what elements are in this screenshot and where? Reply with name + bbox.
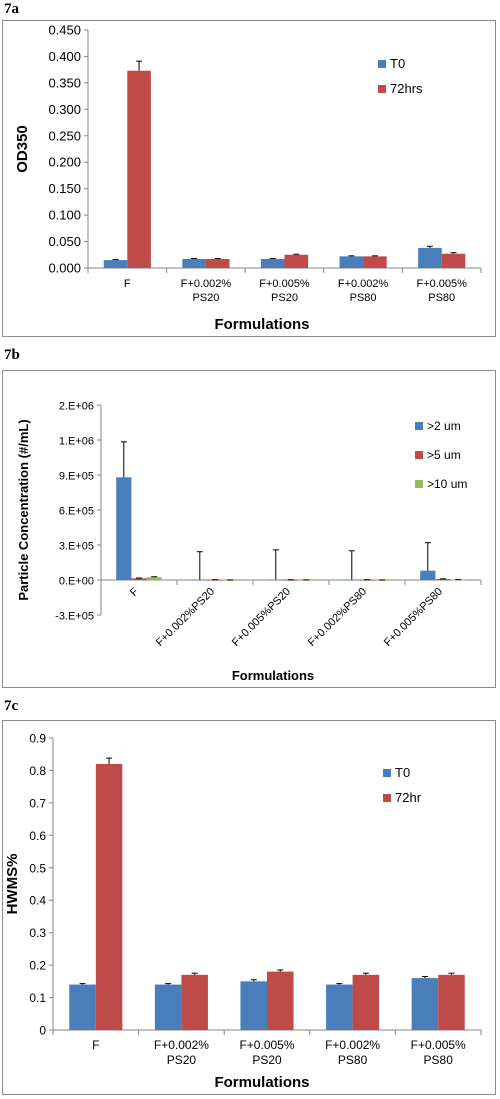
chart-b-legend-label: >5 um (427, 448, 461, 462)
chart-a-y-tick-label: 0.000 (48, 261, 81, 276)
chart-b-legend-label: >2 um (427, 419, 461, 433)
chart-b-legend-label: >10 um (427, 477, 467, 491)
chart-b-y-tick-label: -3.E+05 (55, 611, 94, 623)
chart-c-bar (181, 974, 208, 1030)
chart-b-bar (268, 579, 284, 581)
chart-b-y-tick-label: 2.E+06 (59, 401, 94, 413)
chart-b-bar (146, 577, 162, 580)
chart-c-bar (267, 971, 294, 1030)
chart-a-y-tick-label: 0.100 (48, 208, 81, 223)
chart-b-bar (116, 477, 132, 580)
chart-a-bar (103, 260, 128, 268)
panel-label-a: 7a (4, 1, 19, 17)
chart-c-frame: 0 0.1 0.2 0.3 0.4 0.5 0.6 0.7 0.8 0.9 F F+0.002% PS2… (2, 720, 496, 1095)
chart-b-bar (344, 579, 360, 581)
chart-a-y-tick-label: 0.350 (48, 75, 81, 90)
chart-c-bar (69, 984, 96, 1030)
chart-a-category-label: F+0.005% PS80 (416, 278, 467, 304)
chart-a-legend-label: T0 (390, 56, 405, 71)
chart-a-category-label: F+0.002% PS80 (338, 278, 389, 304)
chart-b-category-label: F (128, 585, 141, 598)
chart-c-bar (326, 984, 353, 1030)
chart-a-bar (441, 253, 466, 268)
chart-c-category-label: F+0.005% PS20 (239, 1038, 294, 1067)
chart-b-bar (131, 578, 147, 580)
chart-c-legend-swatch (383, 769, 391, 777)
chart-b-y-tick-label: 9.E+05 (59, 471, 94, 483)
chart-a-y-tick-label: 0.400 (48, 49, 81, 64)
chart-a-bar (260, 259, 285, 268)
chart-c-bar (352, 974, 380, 1030)
chart-b-bar (192, 579, 208, 581)
chart-c-y-tick-label: 0.9 (29, 732, 46, 746)
chart-b-bar (420, 570, 436, 580)
chart-b: -3.E+05 0.E+00 3.E+05 6.E+05 9.E+05 1.E+06 2.E… (16, 401, 482, 683)
chart-c-bar (411, 978, 439, 1030)
chart-a-legend-label: 72hrs (390, 81, 423, 96)
chart-c-legend-label: T0 (395, 765, 410, 780)
chart-a-category-label: F+0.002% PS20 (181, 278, 232, 304)
chart-c-y-tick-label: 0.3 (29, 926, 46, 940)
chart-c-y-tick-label: 0.5 (29, 861, 46, 875)
chart-a-category-label: F+0.005% PS20 (259, 278, 310, 304)
chart-c-y-tick-label: 0.2 (29, 959, 46, 973)
chart-a-y-tick-label: 0.250 (48, 128, 81, 143)
chart-c-y-tick-label: 0.4 (29, 894, 46, 908)
chart-b-bar (435, 579, 451, 580)
chart-a-y-tick-label: 0.150 (48, 181, 81, 196)
chart-a-bar (182, 259, 206, 268)
chart-c-y-tick-label: 0.6 (29, 829, 46, 843)
chart-a-legend-swatch (378, 60, 386, 68)
chart-c-y-axis-title: HWMS% (4, 854, 21, 915)
chart-c: 0 0.1 0.2 0.3 0.4 0.5 0.6 0.7 0.8 0.9 F F+0.002% PS2… (4, 732, 482, 1091)
chart-a-legend-swatch (378, 85, 386, 93)
chart-b-category-label: F+0.002%PS80 (306, 586, 369, 649)
chart-a-y-tick-label: 0.200 (48, 155, 81, 170)
chart-c-category-label: F+0.005% PS80 (411, 1038, 466, 1067)
chart-a-bar (127, 70, 151, 268)
chart-b-category-label: F+0.005%PS80 (382, 586, 445, 649)
chart-a-bar (205, 259, 230, 268)
chart-b-y-tick-label: 0.E+00 (59, 576, 94, 588)
chart-c-y-tick-label: 0.8 (29, 764, 46, 778)
chart-c-bar (438, 974, 465, 1030)
chart-a-bar (284, 254, 309, 268)
chart-a-y-tick-label: 0.450 (48, 23, 81, 38)
chart-c-bar (95, 763, 123, 1030)
chart-c-y-tick-label: 0 (39, 1024, 46, 1038)
chart-b-category-label: F+0.005%PS20 (230, 586, 293, 649)
chart-a-x-axis-title: Formulations (214, 316, 309, 333)
panel-label-c: 7c (4, 698, 19, 714)
chart-a-bar (363, 256, 387, 268)
chart-c-category-label: F+0.002% PS80 (325, 1038, 380, 1067)
chart-a-frame: 0.000 0.050 0.100 0.150 0.200 0.250 0.300 0.350… (2, 20, 496, 337)
chart-b-frame: -3.E+05 0.E+00 3.E+05 6.E+05 9.E+05 1.E+06 2.E… (2, 370, 496, 688)
chart-c-category-label: F (92, 1038, 99, 1052)
chart-c-legend-label: 72hr (395, 790, 422, 805)
chart-b-y-tick-label: 1.E+06 (59, 436, 94, 448)
chart-c-bar (154, 984, 182, 1030)
chart-b-y-axis-title: Particle Concentration (#/mL) (16, 419, 31, 600)
panel-label-b: 7b (4, 347, 20, 363)
chart-b-legend-swatch (415, 451, 423, 459)
chart-c-x-axis-title: Formulations (214, 1074, 309, 1091)
chart-a-bar (418, 247, 442, 268)
chart-b-legend-swatch (415, 480, 423, 488)
chart-c-y-tick-label: 0.7 (29, 796, 46, 810)
chart-b-x-axis-title: Formulations (232, 668, 314, 683)
chart-a-bar (339, 256, 364, 268)
chart-b-legend-swatch (415, 422, 423, 430)
chart-c-bar (240, 981, 267, 1030)
chart-b-y-tick-label: 3.E+05 (59, 541, 94, 553)
chart-b-y-tick-label: 6.E+05 (59, 506, 94, 518)
chart-c-category-label: F+0.002% PS20 (154, 1038, 209, 1067)
chart-b-category-label: F+0.002%PS20 (154, 586, 217, 649)
chart-a-y-tick-label: 0.300 (48, 102, 81, 117)
chart-a-y-axis-title: OD350 (14, 125, 31, 173)
chart-c-y-tick-label: 0.1 (29, 991, 46, 1005)
chart-c-legend-swatch (383, 794, 391, 802)
chart-a: 0.000 0.050 0.100 0.150 0.200 0.250 0.300 0.350… (14, 23, 482, 333)
chart-a-y-tick-label: 0.050 (48, 234, 81, 249)
chart-a-category-label: F (124, 278, 131, 290)
